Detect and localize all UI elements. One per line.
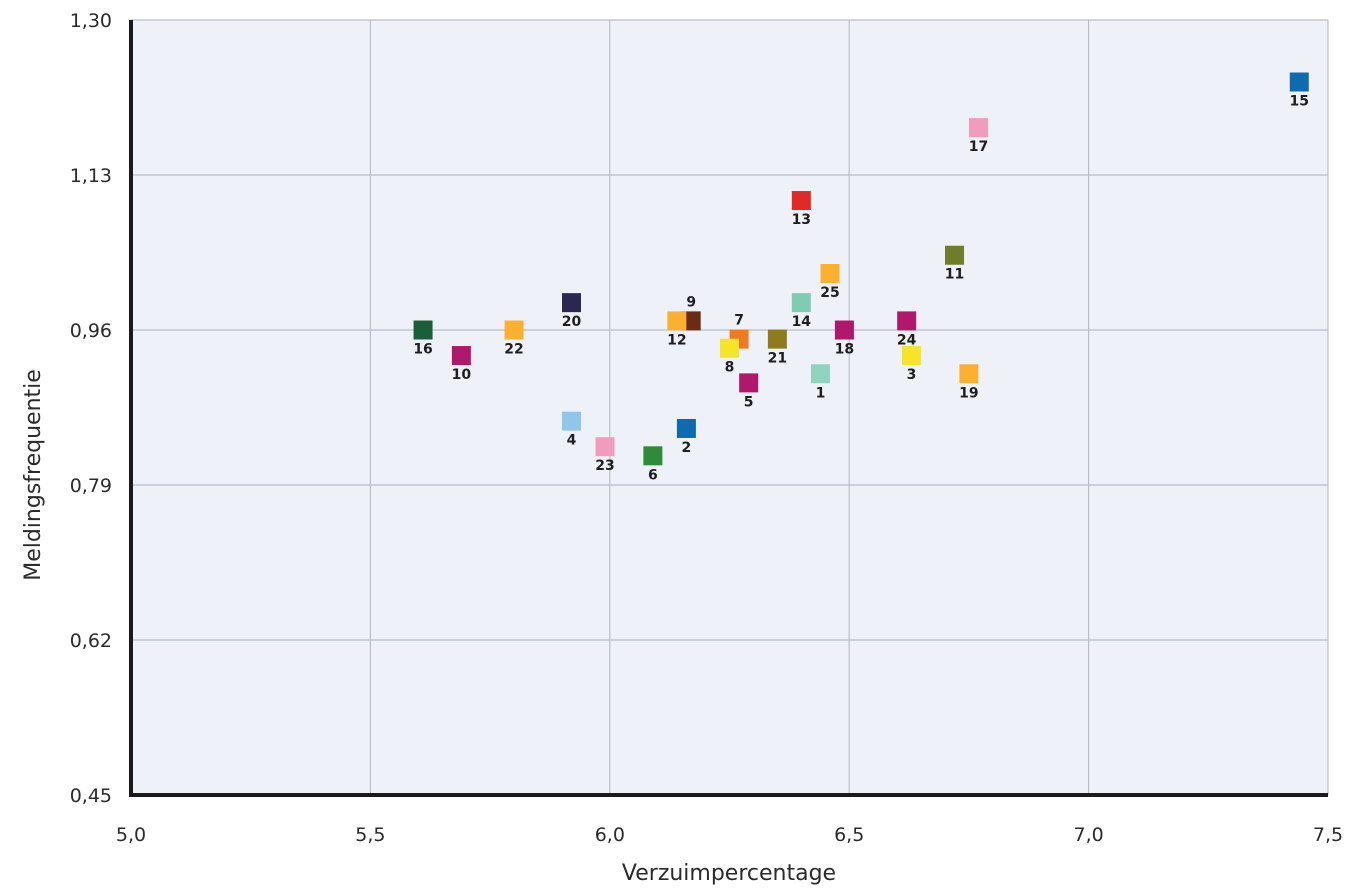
data-points: 1234567891011121314151617181920212223242…	[413, 72, 1309, 483]
data-point-label: 14	[792, 314, 812, 330]
data-point-marker	[504, 320, 524, 340]
data-point-marker	[834, 320, 854, 340]
data-point-label: 16	[413, 342, 432, 358]
data-point-marker	[739, 373, 759, 393]
data-point-label: 17	[969, 139, 988, 155]
data-point-label: 4	[567, 433, 577, 449]
data-point-label: 13	[792, 212, 811, 228]
y-tick-label: 0,96	[70, 320, 112, 342]
x-tick-label: 6,5	[834, 824, 864, 846]
data-point-marker	[667, 311, 687, 331]
data-point-label: 9	[686, 294, 696, 310]
grid-lines	[131, 19, 1329, 795]
data-point-marker	[897, 311, 917, 331]
data-point-marker	[959, 364, 979, 384]
data-point-marker	[451, 346, 471, 366]
y-tick-label: 0,45	[70, 785, 112, 807]
data-point-marker	[810, 364, 830, 384]
data-point-label: 20	[562, 314, 582, 330]
data-point-label: 23	[595, 458, 614, 474]
y-axis-title: Meldingsfrequentie	[21, 369, 46, 581]
x-tick-label: 7,5	[1313, 824, 1343, 846]
axes	[129, 20, 1328, 797]
data-point-label: 15	[1290, 94, 1309, 110]
y-tick-label: 1,30	[70, 10, 112, 32]
data-point-label: 19	[959, 385, 978, 401]
data-point-label: 24	[897, 332, 917, 348]
data-point-label: 10	[452, 367, 472, 383]
data-point-marker	[901, 346, 921, 366]
x-axis-title: Verzuimpercentage	[622, 861, 836, 886]
data-point-label: 6	[648, 467, 658, 483]
data-point-label: 8	[725, 360, 735, 376]
data-point-marker	[968, 118, 988, 138]
data-point-marker	[945, 245, 965, 265]
tick-labels: 5,0 5,5 6,0 6,5 7,0 7,5 0,45 0,62 0,79 0,96 1,13 1,…	[70, 10, 1343, 846]
data-point-label: 25	[820, 285, 839, 301]
data-point-marker	[820, 263, 840, 283]
data-point-marker	[643, 446, 663, 466]
y-tick-label: 1,13	[70, 165, 112, 187]
data-point-label: 11	[945, 267, 964, 283]
data-point-marker	[681, 311, 701, 331]
x-tick-label: 7,0	[1073, 824, 1103, 846]
data-point-marker	[413, 320, 433, 340]
data-point-marker	[1289, 72, 1309, 92]
data-point-marker	[561, 293, 581, 313]
data-point-marker	[791, 293, 811, 313]
data-point-label: 22	[504, 342, 523, 358]
data-point-label: 18	[835, 342, 854, 358]
data-point-marker	[791, 191, 811, 211]
data-point-marker	[720, 338, 739, 358]
x-tick-label: 5,5	[355, 824, 385, 846]
data-point-label: 3	[907, 367, 917, 383]
y-tick-label: 0,62	[70, 630, 112, 652]
data-point-label: 1	[816, 385, 826, 401]
x-tick-label: 6,0	[595, 824, 625, 846]
data-point-label: 5	[744, 394, 754, 410]
data-point-label: 21	[768, 351, 787, 367]
x-tick-label: 5,0	[116, 824, 146, 846]
data-point-marker	[767, 329, 787, 349]
data-point-marker	[676, 418, 696, 438]
data-point-label: 12	[667, 332, 686, 348]
data-point-marker	[595, 437, 615, 457]
data-point-marker	[561, 411, 581, 431]
data-point-label: 2	[682, 440, 692, 456]
data-point-label: 7	[734, 313, 744, 329]
plot-background	[131, 20, 1328, 795]
y-tick-label: 0,79	[70, 475, 112, 497]
